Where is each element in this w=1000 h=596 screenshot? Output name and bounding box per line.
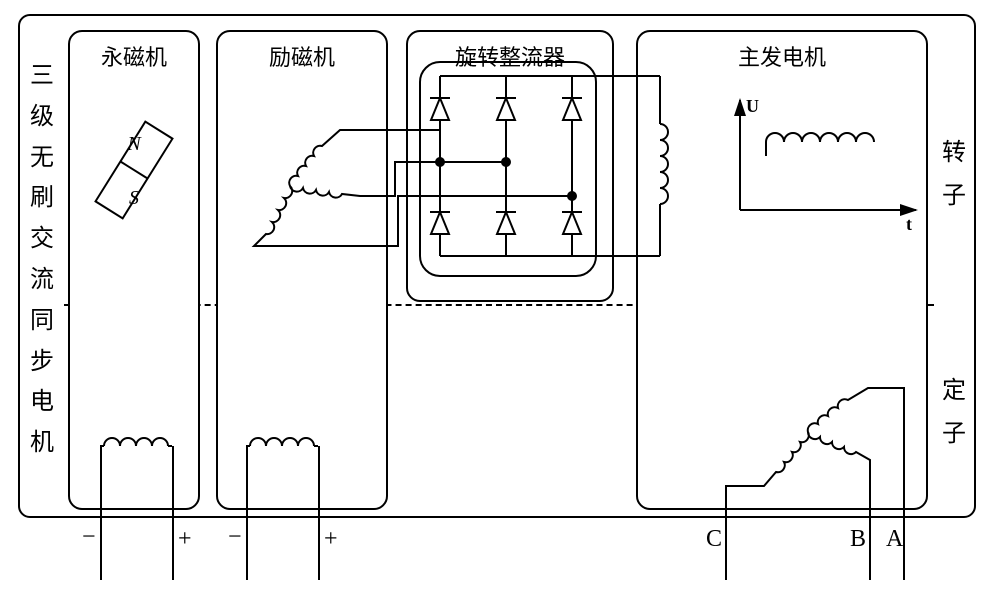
pm-plus-label: + bbox=[178, 526, 192, 553]
exc-minus-lead bbox=[246, 446, 248, 580]
graph-t-label: t bbox=[906, 214, 912, 235]
permanent-magnet: N S bbox=[87, 116, 180, 223]
magnet-s-label: S bbox=[129, 187, 139, 209]
pm-stator-coil bbox=[100, 438, 172, 446]
graph-u-label: U bbox=[746, 96, 759, 117]
schematic-svg: N S bbox=[0, 0, 1000, 596]
exc-plus-label: + bbox=[324, 526, 338, 553]
magnet-n-label: N bbox=[126, 133, 142, 155]
pm-minus-lead bbox=[100, 446, 102, 580]
rectifier-diodes bbox=[440, 76, 660, 256]
pm-plus-lead bbox=[172, 446, 174, 580]
exciter-wye-winding bbox=[254, 130, 576, 246]
main-c-label: C bbox=[706, 526, 722, 553]
exc-minus-label: − bbox=[228, 524, 242, 551]
output-voltage-graph bbox=[740, 100, 916, 210]
main-a-label: A bbox=[886, 526, 903, 553]
main-stator-wye bbox=[726, 388, 904, 580]
pm-minus-label: − bbox=[82, 524, 96, 551]
exciter-stator-coil bbox=[246, 438, 318, 446]
rectifier-inner-box bbox=[420, 62, 596, 276]
main-field-coil bbox=[630, 76, 668, 256]
main-b-label: B bbox=[850, 526, 866, 553]
exc-plus-lead bbox=[318, 446, 320, 580]
